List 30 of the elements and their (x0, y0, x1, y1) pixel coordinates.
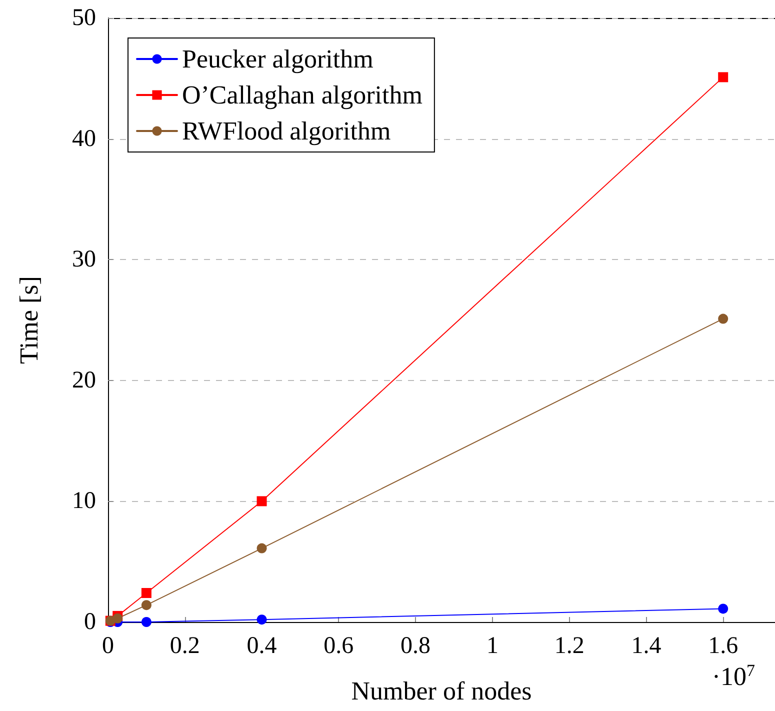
point (256, 543, 267, 554)
point (718, 314, 728, 324)
x-tick-label: 0 (102, 633, 114, 659)
x-tick-label: 1.6 (708, 633, 738, 659)
x-axis-title: Number of nodes (351, 676, 532, 706)
point (256, 614, 267, 625)
legend-label: Peucker algorithm (182, 44, 374, 74)
legend-label: RWFlood algorithm (182, 116, 391, 146)
point (112, 613, 123, 624)
y-tick-label: 30 (72, 246, 96, 273)
point (141, 600, 152, 610)
x-tick-label: 0.8 (400, 633, 431, 659)
point (718, 72, 728, 82)
legend-label: O’Callaghan algorithm (182, 80, 422, 110)
x-tick-label: 0.6 (324, 633, 354, 659)
y-tick-label: 40 (72, 126, 96, 152)
y-tick-label: 10 (72, 488, 96, 514)
y-tick-label: 50 (72, 5, 96, 31)
point (141, 588, 152, 598)
x-tick-label: 1 (486, 633, 498, 659)
point (141, 617, 152, 627)
y-tick-label: 0 (84, 609, 96, 635)
x-tick-label: 0.4 (246, 633, 277, 659)
point (718, 604, 728, 614)
x-tick-label: 0.2 (170, 633, 200, 659)
point (256, 496, 267, 506)
y-tick-label: 20 (72, 367, 96, 394)
x-tick-label: 1.2 (554, 633, 584, 659)
y-axis-title: Time [s] (14, 276, 44, 364)
x-tick-label: 1.4 (631, 633, 662, 659)
